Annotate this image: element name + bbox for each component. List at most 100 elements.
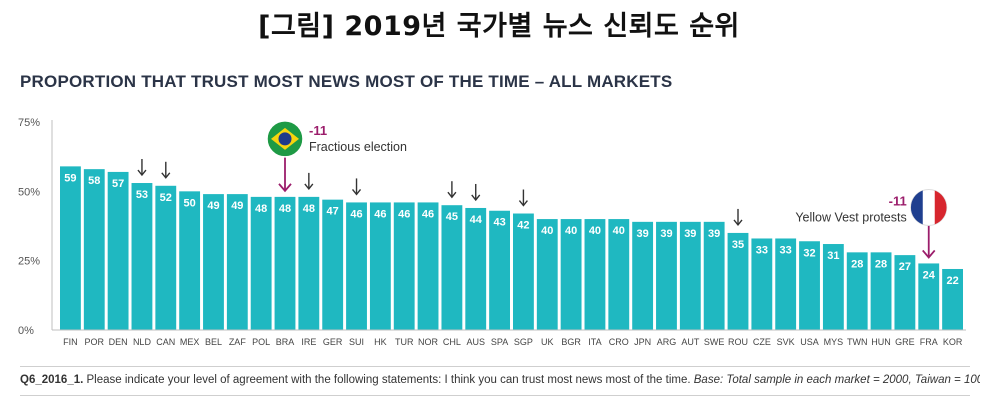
down-arrow-head-icon [447,191,457,199]
y-tick-label: 50% [18,186,40,198]
bar-ger [322,199,344,330]
france-flag-blue [910,190,923,225]
x-tick-label: MEX [180,337,200,347]
data-label: 39 [660,228,672,240]
x-tick-label: SPA [491,337,508,347]
bar-uk [536,219,558,330]
bar-mex [179,191,201,330]
bar-ita [584,219,606,330]
x-tick-label: FRA [920,337,938,347]
x-tick-label: KOR [943,337,963,347]
x-tick-label: SUI [349,337,364,347]
bar-spa [489,210,510,330]
x-tick-label: AUT [681,337,700,347]
bar-tur [393,202,415,330]
brazil-annotation-value: -11 [309,123,327,138]
x-tick-label: HK [374,337,387,347]
x-tick-label: SVK [777,337,795,347]
down-arrow-head-icon [304,183,314,191]
x-tick-label: TWN [847,337,868,347]
data-label: 46 [374,208,386,220]
x-tick-label: MYS [824,337,844,347]
data-label: 44 [470,214,483,226]
data-label: 46 [350,208,362,220]
x-tick-label: NLD [133,337,152,347]
x-tick-label: HUN [871,337,891,347]
data-label: 46 [398,208,410,220]
data-label: 40 [589,225,601,237]
data-label: 48 [279,203,291,215]
bar-pol [250,196,272,330]
data-label: 31 [827,250,839,262]
x-tick-label: CHL [443,337,461,347]
x-tick-label: CRO [609,337,629,347]
y-tick-label: 25% [18,256,40,268]
brazil-annotation-label: Fractious election [309,140,407,154]
footnote-bottom-rule [20,395,970,396]
data-label: 33 [756,244,768,256]
data-label: 40 [565,225,577,237]
data-label: 28 [851,258,863,270]
data-label: 48 [255,203,267,215]
bar-kor [942,268,963,330]
highlight-arrow-head-icon [922,249,936,259]
data-label: 32 [803,247,815,259]
x-tick-label: NOR [418,337,439,347]
bar-sui [346,202,367,330]
bar-rou [727,232,749,330]
bar-zaf [226,194,248,330]
bar-bra [274,196,296,330]
bar-nld [131,183,153,330]
down-arrow-head-icon [733,219,743,227]
x-tick-label: GER [323,337,343,347]
data-label: 40 [541,225,553,237]
chart-title: PROPORTION THAT TRUST MOST NEWS MOST OF … [20,72,673,91]
france-annotation-label: Yellow Vest protests [795,210,906,224]
bar-swe [703,221,725,330]
x-tick-label: SWE [704,337,725,347]
france-flag-red [934,190,947,225]
data-label: 46 [422,208,434,220]
x-tick-label: ROU [728,337,748,347]
bar-aut [679,221,701,330]
bar-usa [799,241,820,330]
bar-den [107,171,129,330]
down-arrow-head-icon [518,200,528,207]
bar-bgr [560,219,582,330]
footnote-question: Please indicate your level of agreement … [86,374,691,386]
bar-mys [822,244,844,330]
x-tick-label: CZE [753,337,771,347]
bar-can [155,185,177,330]
x-tick-label: JPN [634,337,651,347]
data-label: 52 [160,192,172,204]
data-label: 39 [637,228,649,240]
data-label: 58 [88,175,100,187]
x-tick-label: POR [85,337,105,347]
x-tick-label: FIN [63,337,78,347]
x-tick-label: ZAF [229,337,247,347]
x-tick-label: TUR [395,337,414,347]
france-annotation-value: -11 [889,193,907,208]
data-label: 39 [708,228,720,240]
bar-bel [203,194,224,330]
x-tick-label: ITA [588,337,601,347]
data-label: 53 [136,189,148,201]
bar-nor [417,202,439,330]
x-tick-label: BRA [276,337,295,347]
data-label: 49 [231,200,243,212]
bar-svk [775,238,797,330]
data-label: 40 [613,225,625,237]
data-label: 57 [112,178,124,190]
data-label: 45 [446,211,458,223]
bar-por [83,169,105,330]
bar-fra [918,263,940,330]
bar-chart: 0% 25% 50% 75% 59 FIN 58 POR 57 DEN 53 NLD 52 CAN 50 ME… [18,117,966,347]
x-tick-label: IRE [301,337,316,347]
bar-hk [369,202,391,330]
bar-jpn [632,221,654,330]
bar-cro [608,219,630,330]
data-label: 22 [946,275,958,287]
x-tick-label: AUS [466,337,485,347]
highlight-arrow-head-icon [278,183,292,193]
x-tick-label: CAN [156,337,175,347]
